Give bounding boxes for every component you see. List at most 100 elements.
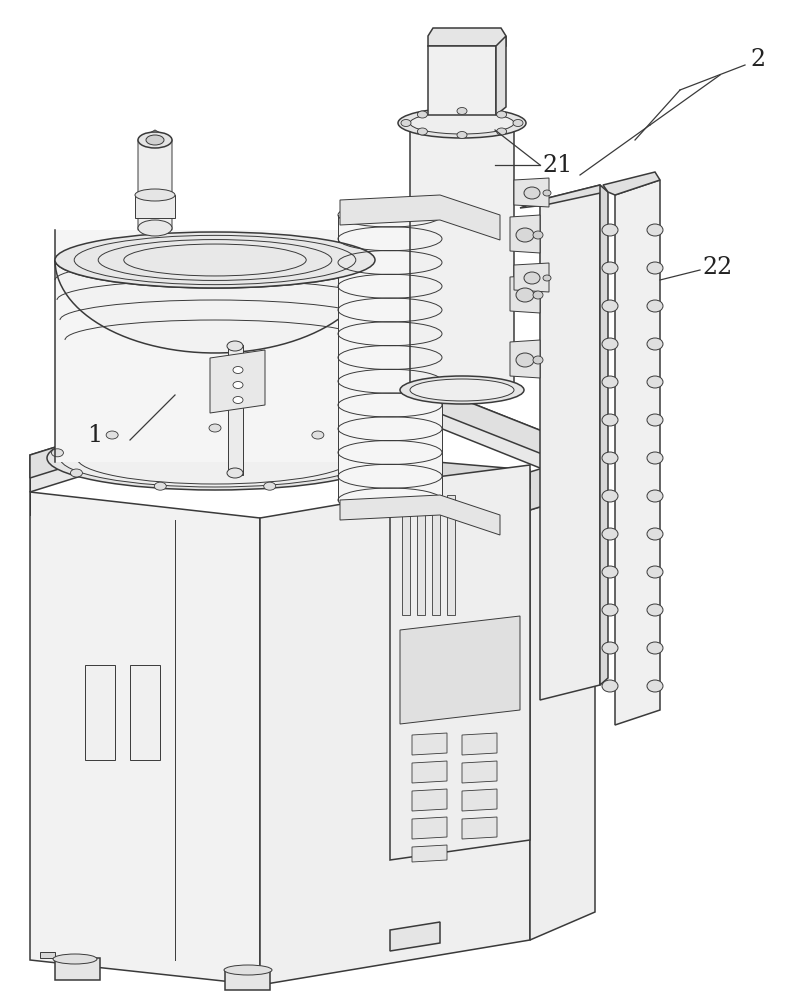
Ellipse shape <box>312 431 324 439</box>
Ellipse shape <box>533 356 543 364</box>
Ellipse shape <box>227 341 243 351</box>
Ellipse shape <box>224 965 272 975</box>
Ellipse shape <box>77 432 353 484</box>
Polygon shape <box>462 733 497 755</box>
Ellipse shape <box>602 528 618 540</box>
Polygon shape <box>510 340 540 378</box>
Ellipse shape <box>398 108 526 138</box>
Ellipse shape <box>647 414 663 426</box>
Polygon shape <box>514 263 549 292</box>
Text: 1: 1 <box>87 424 102 446</box>
Polygon shape <box>600 185 608 685</box>
Polygon shape <box>55 260 375 353</box>
Ellipse shape <box>401 119 411 126</box>
Ellipse shape <box>647 300 663 312</box>
Ellipse shape <box>410 112 514 134</box>
Ellipse shape <box>647 490 663 502</box>
Polygon shape <box>462 761 497 783</box>
Ellipse shape <box>647 338 663 350</box>
Ellipse shape <box>647 604 663 616</box>
Ellipse shape <box>417 111 427 118</box>
Ellipse shape <box>135 189 175 201</box>
Ellipse shape <box>233 396 243 403</box>
Ellipse shape <box>417 128 427 135</box>
Ellipse shape <box>53 954 97 964</box>
Ellipse shape <box>496 128 507 135</box>
Ellipse shape <box>513 119 523 126</box>
Polygon shape <box>412 845 447 862</box>
Ellipse shape <box>602 642 618 654</box>
Ellipse shape <box>602 566 618 578</box>
Ellipse shape <box>52 449 63 457</box>
Polygon shape <box>138 130 172 230</box>
Ellipse shape <box>602 414 618 426</box>
Ellipse shape <box>138 132 172 148</box>
Ellipse shape <box>602 224 618 236</box>
Polygon shape <box>603 172 660 195</box>
Ellipse shape <box>602 376 618 388</box>
Polygon shape <box>510 215 540 253</box>
Polygon shape <box>130 665 160 760</box>
Polygon shape <box>447 495 455 615</box>
Polygon shape <box>520 185 605 208</box>
Ellipse shape <box>602 300 618 312</box>
Polygon shape <box>338 215 442 500</box>
Ellipse shape <box>457 131 467 138</box>
Polygon shape <box>462 817 497 839</box>
Ellipse shape <box>524 272 540 284</box>
Ellipse shape <box>516 288 534 302</box>
Ellipse shape <box>533 291 543 299</box>
Polygon shape <box>530 452 595 510</box>
Polygon shape <box>228 345 243 475</box>
Polygon shape <box>428 46 496 115</box>
Polygon shape <box>225 970 270 990</box>
Ellipse shape <box>227 468 243 478</box>
Ellipse shape <box>602 604 618 616</box>
Text: 21: 21 <box>542 153 573 176</box>
Ellipse shape <box>524 187 540 199</box>
Ellipse shape <box>71 469 82 477</box>
Ellipse shape <box>602 680 618 692</box>
Ellipse shape <box>543 275 551 281</box>
Ellipse shape <box>647 376 663 388</box>
Ellipse shape <box>602 490 618 502</box>
Ellipse shape <box>55 232 375 288</box>
Ellipse shape <box>602 262 618 274</box>
Ellipse shape <box>233 381 243 388</box>
Ellipse shape <box>602 338 618 350</box>
Polygon shape <box>417 495 425 615</box>
Ellipse shape <box>516 228 534 242</box>
Polygon shape <box>390 465 530 860</box>
Ellipse shape <box>209 424 221 432</box>
Polygon shape <box>260 472 530 985</box>
Ellipse shape <box>366 449 378 457</box>
Polygon shape <box>510 275 540 313</box>
Polygon shape <box>412 733 447 755</box>
Ellipse shape <box>457 107 467 114</box>
Ellipse shape <box>647 566 663 578</box>
Ellipse shape <box>647 224 663 236</box>
Text: 22: 22 <box>702 256 732 279</box>
Polygon shape <box>428 28 506 46</box>
Polygon shape <box>410 132 514 390</box>
Ellipse shape <box>410 379 514 401</box>
Polygon shape <box>402 495 410 615</box>
Ellipse shape <box>155 482 167 490</box>
Polygon shape <box>390 922 440 951</box>
Polygon shape <box>30 355 595 478</box>
Ellipse shape <box>647 262 663 274</box>
Ellipse shape <box>146 135 164 145</box>
Ellipse shape <box>543 190 551 196</box>
Ellipse shape <box>516 353 534 367</box>
Ellipse shape <box>264 482 276 490</box>
Ellipse shape <box>647 452 663 464</box>
Polygon shape <box>40 952 55 958</box>
Polygon shape <box>340 195 500 240</box>
Polygon shape <box>514 178 549 207</box>
Ellipse shape <box>47 426 383 490</box>
Polygon shape <box>30 492 260 985</box>
Polygon shape <box>340 495 500 535</box>
Polygon shape <box>540 185 600 700</box>
Text: 2: 2 <box>750 48 765 72</box>
Polygon shape <box>55 230 375 462</box>
